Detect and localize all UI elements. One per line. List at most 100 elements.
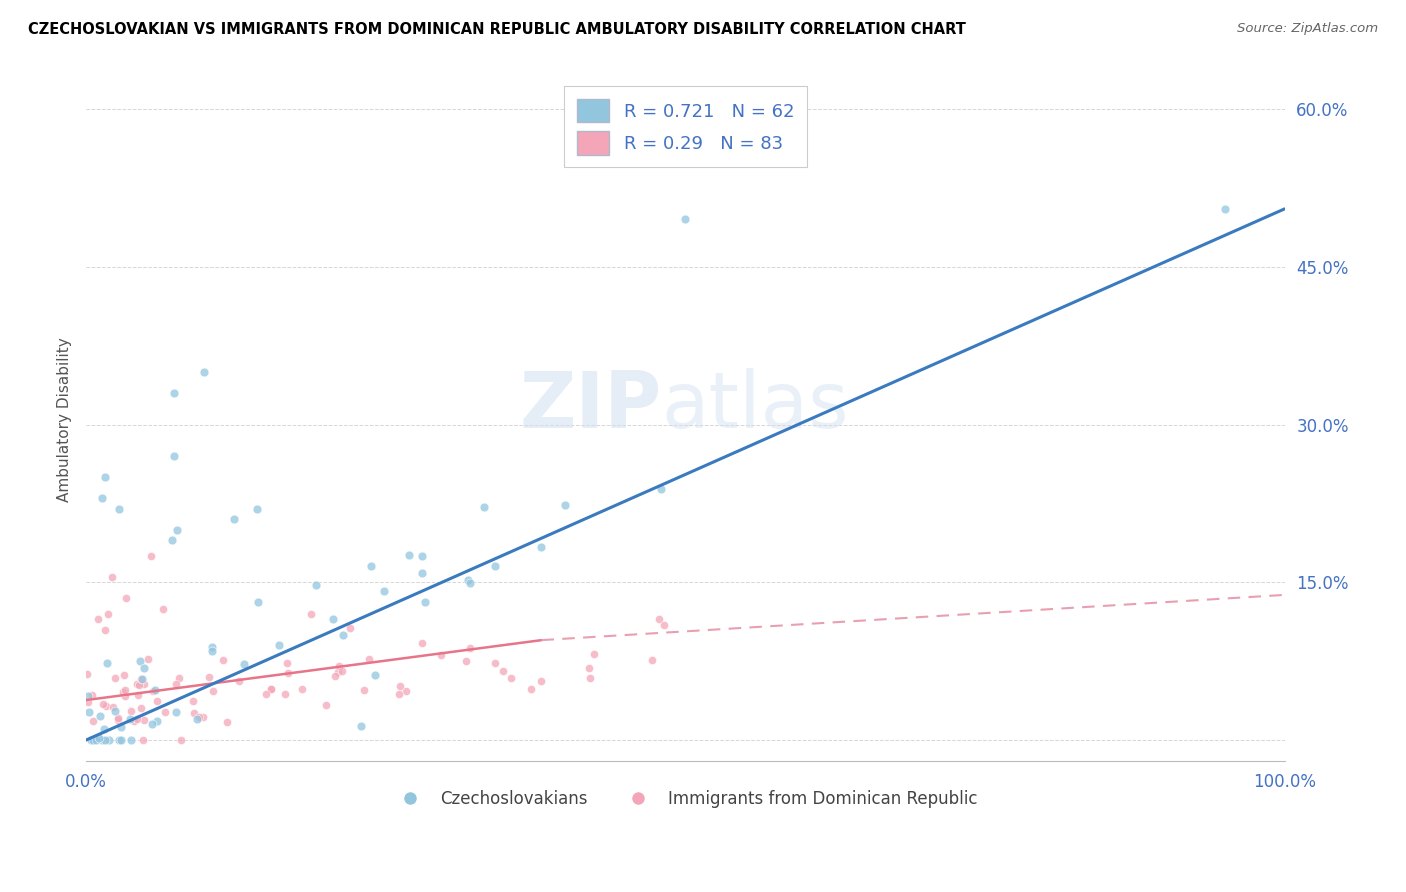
Point [125,677,148,691]
Point [114,682,136,697]
Point [96,656,118,670]
Point [215,714,238,729]
Point [201,640,224,654]
Point [97,607,120,621]
Point [129,701,152,715]
Point [233,657,256,672]
Point [222,512,245,526]
Point [519,681,541,696]
Point [94,470,117,484]
Point [165,705,187,719]
Point [170,733,193,747]
Point [530,673,553,688]
Point [274,688,297,702]
Point [501,671,523,685]
Point [120,704,142,718]
Point [363,667,385,681]
Point [389,679,412,693]
Point [353,682,375,697]
Point [650,483,672,497]
Point [183,706,205,721]
Point [578,661,600,675]
Point [395,684,418,698]
Point [162,449,184,463]
Point [260,682,283,697]
Point [350,719,373,733]
Point [193,365,215,379]
Point [124,714,146,728]
Point [101,570,124,584]
Point [91,491,114,505]
Point [115,591,138,605]
Point [91,733,114,747]
Point [143,683,166,698]
Point [82,733,104,747]
Y-axis label: Ambulatory Disability: Ambulatory Disability [58,337,72,501]
Point [136,652,159,666]
Point [94,623,117,637]
Point [673,212,696,227]
Point [277,665,299,680]
Point [457,573,479,587]
Text: ZIP: ZIP [519,368,661,443]
Point [80,733,103,747]
Point [128,678,150,692]
Point [77,690,100,704]
Point [228,673,250,688]
Point [91,697,114,711]
Legend: Czechoslovakians, Immigrants from Dominican Republic: Czechoslovakians, Immigrants from Domini… [387,783,984,814]
Point [94,733,117,747]
Point [1213,202,1236,216]
Point [211,653,233,667]
Point [188,710,211,724]
Point [141,717,163,731]
Point [96,698,118,713]
Point [484,559,506,574]
Point [326,665,349,679]
Text: atlas: atlas [661,368,849,443]
Point [112,668,135,682]
Point [260,682,283,697]
Point [360,558,382,573]
Point [332,628,354,642]
Point [191,710,214,724]
Point [114,689,136,703]
Point [89,709,111,723]
Point [165,677,187,691]
Point [127,689,149,703]
Point [166,523,188,537]
Point [328,658,350,673]
Point [108,733,131,747]
Point [411,636,433,650]
Point [120,733,142,747]
Point [134,714,156,728]
Point [134,661,156,675]
Point [131,733,153,747]
Point [315,698,337,712]
Point [267,638,290,652]
Point [291,682,314,697]
Point [125,712,148,726]
Point [411,566,433,580]
Point [134,676,156,690]
Point [322,612,344,626]
Point [152,601,174,615]
Point [82,714,104,728]
Point [101,699,124,714]
Point [652,618,675,632]
Point [84,733,107,747]
Point [430,648,453,662]
Point [181,694,204,708]
Point [80,688,103,702]
Point [97,733,120,747]
Point [77,695,100,709]
Point [103,671,125,685]
Point [142,684,165,698]
Point [299,607,322,621]
Point [87,731,110,746]
Point [276,656,298,670]
Point [641,653,664,667]
Point [492,664,515,678]
Text: Source: ZipAtlas.com: Source: ZipAtlas.com [1237,22,1378,36]
Point [305,578,328,592]
